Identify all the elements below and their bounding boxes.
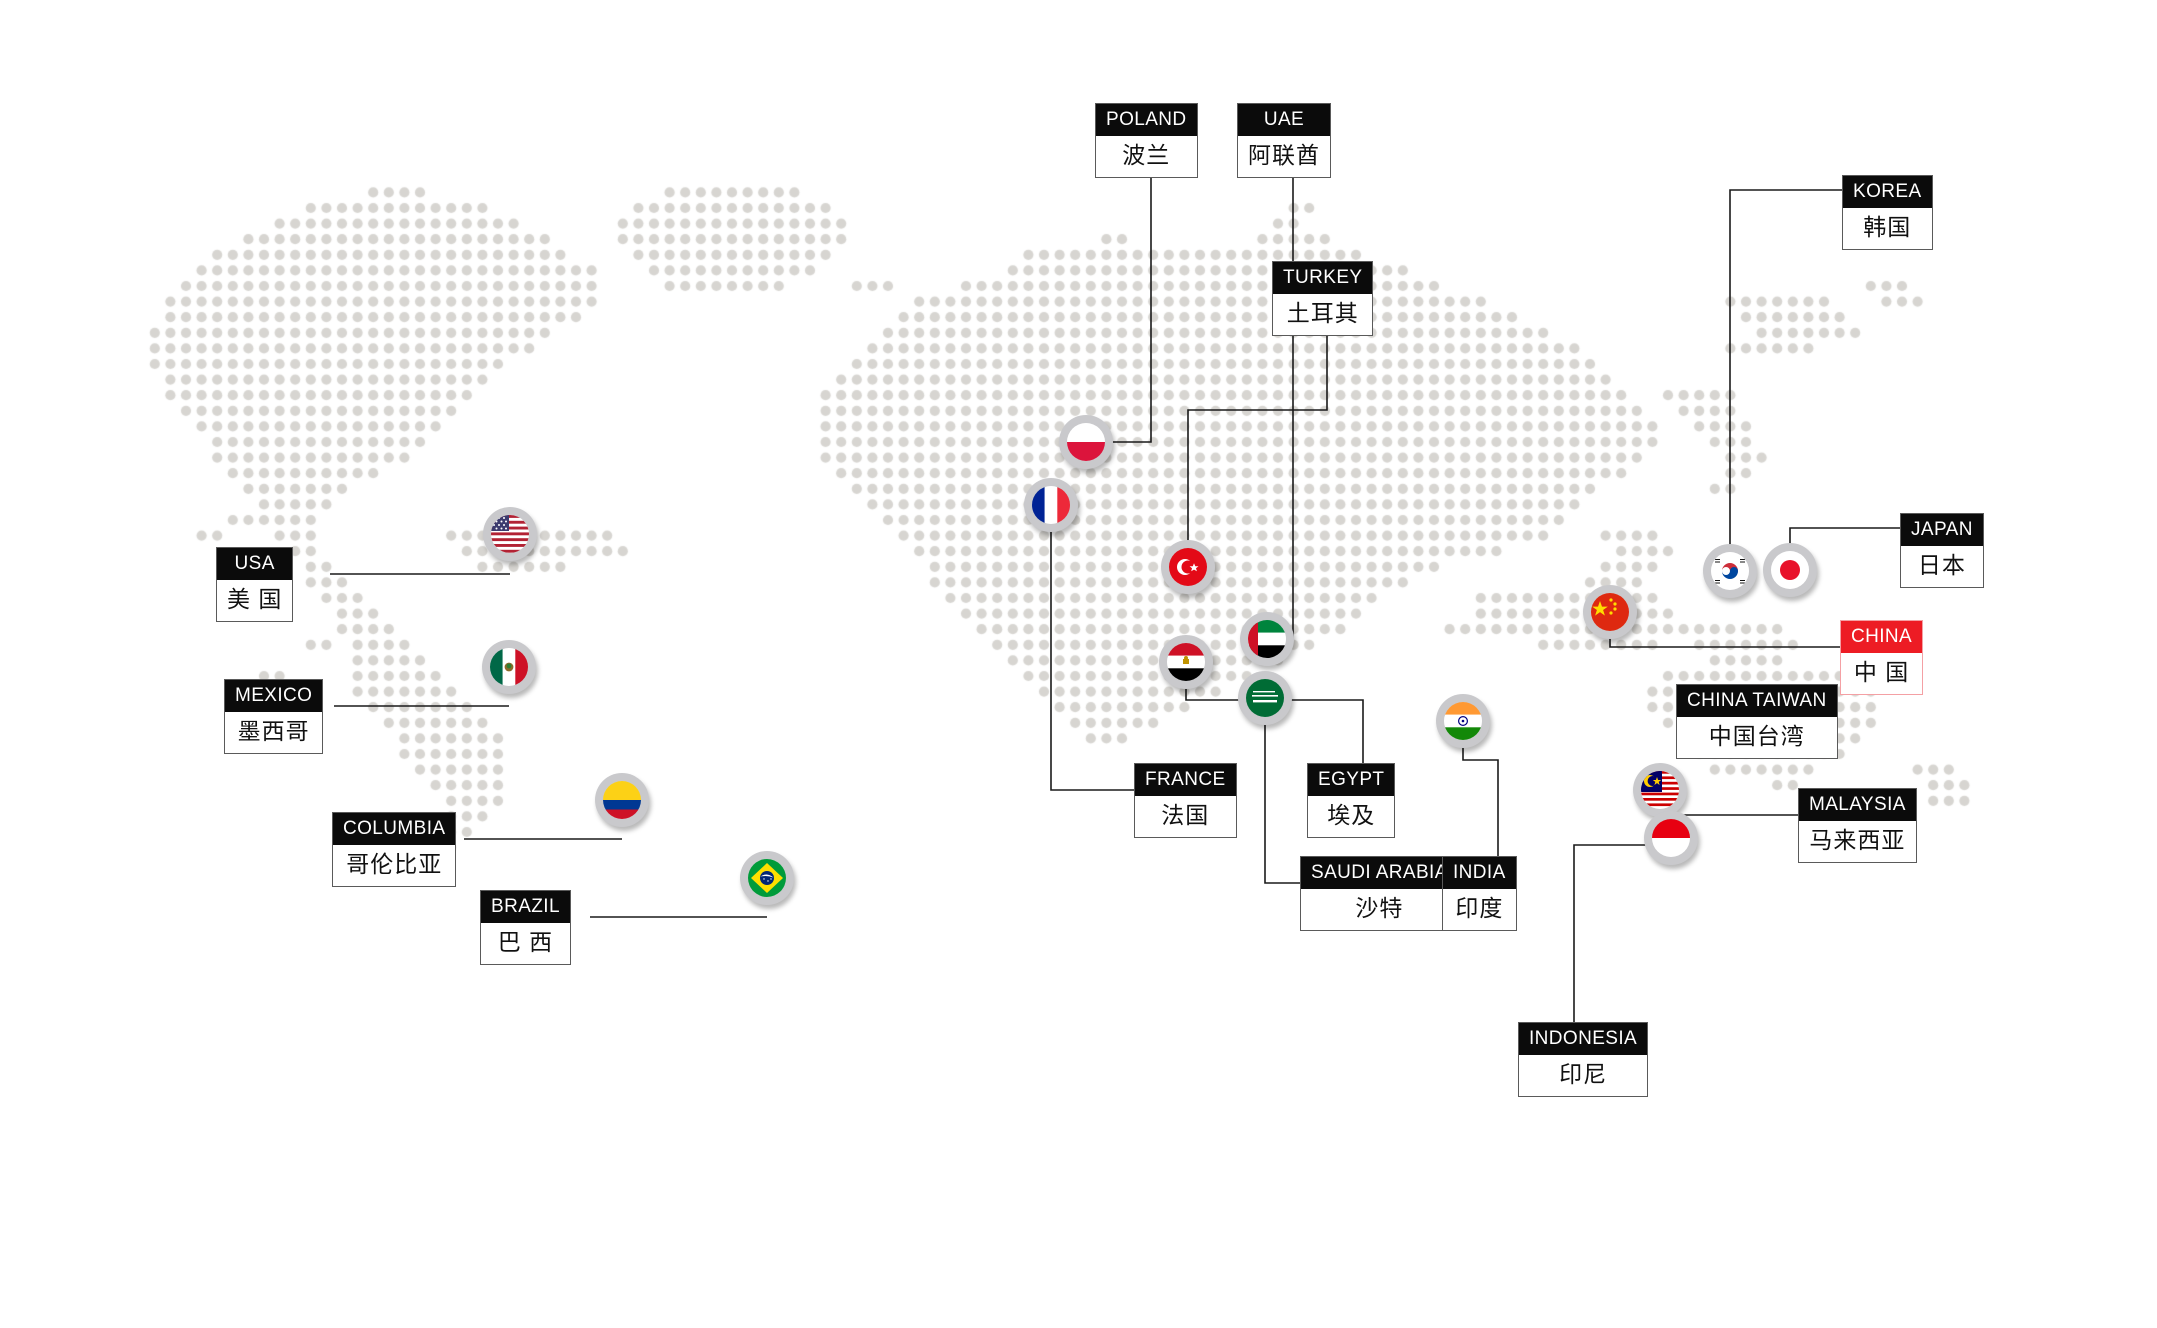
label-box-china[interactable]: CHINA 中 国 [1840,620,1924,695]
label-box-poland[interactable]: POLAND 波兰 [1095,103,1198,178]
label-name-mexico: MEXICO [225,680,323,712]
label-box-korea[interactable]: KOREA 韩国 [1842,175,1933,250]
map-pin-uae[interactable] [1240,612,1294,666]
label-name-poland: POLAND [1096,104,1197,136]
label-name-cn-uae: 阿联酋 [1248,142,1320,168]
label-name-cn-china-taiwan: 中国台湾 [1708,723,1805,749]
malaysia-flag-icon [1641,771,1679,809]
map-pin-india[interactable] [1436,694,1490,748]
brazil-flag-icon [748,859,786,897]
label-name-cn-turkey: 土耳其 [1286,300,1359,326]
label-box-china-taiwan[interactable]: CHINA TAIWAN 中国台湾 [1676,684,1838,759]
label-box-turkey[interactable]: TURKEY 土耳其 [1272,261,1374,336]
map-pin-korea[interactable] [1703,544,1757,598]
label-box-columbia[interactable]: COLUMBIA 哥伦比亚 [332,812,457,887]
label-name-france: FRANCE [1135,764,1236,796]
usa-flag-icon [491,515,529,553]
label-name-usa: USA [217,548,293,580]
indonesia-flag-icon [1652,819,1690,857]
label-name-cn-china: 中 国 [1853,659,1910,685]
map-pin-france[interactable] [1024,478,1078,532]
label-box-indonesia[interactable]: INDONESIA 印尼 [1518,1022,1649,1097]
label-name-cn-indonesia: 印尼 [1559,1061,1608,1087]
label-name-indonesia: INDONESIA [1519,1023,1648,1055]
egypt-flag-icon [1167,643,1205,681]
label-box-egypt[interactable]: EGYPT 埃及 [1307,763,1396,838]
map-pin-turkey[interactable] [1161,540,1215,594]
map-pin-japan[interactable] [1763,543,1817,597]
label-name-cn-poland: 波兰 [1122,142,1171,168]
label-name-cn-brazil: 巴 西 [497,929,554,955]
france-flag-icon [1032,486,1070,524]
map-pin-columbia[interactable] [595,773,649,827]
label-name-cn-saudi-arabia: 沙特 [1355,895,1404,921]
map-pin-malaysia[interactable] [1633,763,1687,817]
map-pin-china[interactable] [1583,585,1637,639]
label-name-saudi-arabia: SAUDI ARABIA [1301,857,1458,889]
map-pin-poland[interactable] [1059,415,1113,469]
label-name-columbia: COLUMBIA [333,813,456,845]
map-pin-mexico[interactable] [482,640,536,694]
label-name-cn-usa: 美 国 [227,586,283,612]
poland-flag-icon [1067,423,1105,461]
label-name-malaysia: MALAYSIA [1799,789,1916,821]
map-pin-usa[interactable] [483,507,537,561]
label-box-india[interactable]: INDIA 印度 [1442,856,1517,931]
label-box-brazil[interactable]: BRAZIL 巴 西 [480,890,571,965]
label-name-china-taiwan: CHINA TAIWAN [1677,685,1837,717]
label-name-cn-mexico: 墨西哥 [237,718,310,744]
china-flag-icon [1591,593,1629,631]
mexico-flag-icon [490,648,528,686]
map-pin-egypt[interactable] [1159,635,1213,689]
label-name-cn-korea: 韩国 [1863,214,1912,240]
label-box-saudi-arabia[interactable]: SAUDI ARABIA 沙特 [1300,856,1459,931]
label-name-brazil: BRAZIL [481,891,570,923]
map-pin-indonesia[interactable] [1644,811,1698,865]
label-name-china: CHINA [1841,621,1923,653]
korea-flag-icon [1711,552,1749,590]
label-box-japan[interactable]: JAPAN 日本 [1900,513,1984,588]
label-name-cn-malaysia: 马来西亚 [1809,827,1906,853]
label-name-egypt: EGYPT [1308,764,1395,796]
columbia-flag-icon [603,781,641,819]
label-box-uae[interactable]: UAE 阿联酋 [1237,103,1331,178]
label-box-france[interactable]: FRANCE 法国 [1134,763,1237,838]
map-pin-saudi-arabia[interactable] [1238,671,1292,725]
label-name-uae: UAE [1238,104,1330,136]
label-name-japan: JAPAN [1901,514,1983,546]
label-box-usa[interactable]: USA 美 国 [216,547,294,622]
label-name-cn-columbia: 哥伦比亚 [346,851,443,877]
label-box-malaysia[interactable]: MALAYSIA 马来西亚 [1798,788,1917,863]
uae-flag-icon [1248,620,1286,658]
label-name-korea: KOREA [1843,176,1932,208]
label-name-cn-india: 印度 [1455,895,1504,921]
japan-flag-icon [1771,551,1809,589]
saudi-arabia-flag-icon [1246,679,1284,717]
india-flag-icon [1444,702,1482,740]
label-name-turkey: TURKEY [1273,262,1373,294]
label-name-india: INDIA [1443,857,1516,889]
label-box-mexico[interactable]: MEXICO 墨西哥 [224,679,324,754]
label-name-cn-egypt: 埃及 [1327,802,1376,828]
label-name-cn-japan: 日本 [1917,552,1966,578]
map-pin-brazil[interactable] [740,851,794,905]
label-name-cn-france: 法国 [1161,802,1210,828]
turkey-flag-icon [1169,548,1207,586]
